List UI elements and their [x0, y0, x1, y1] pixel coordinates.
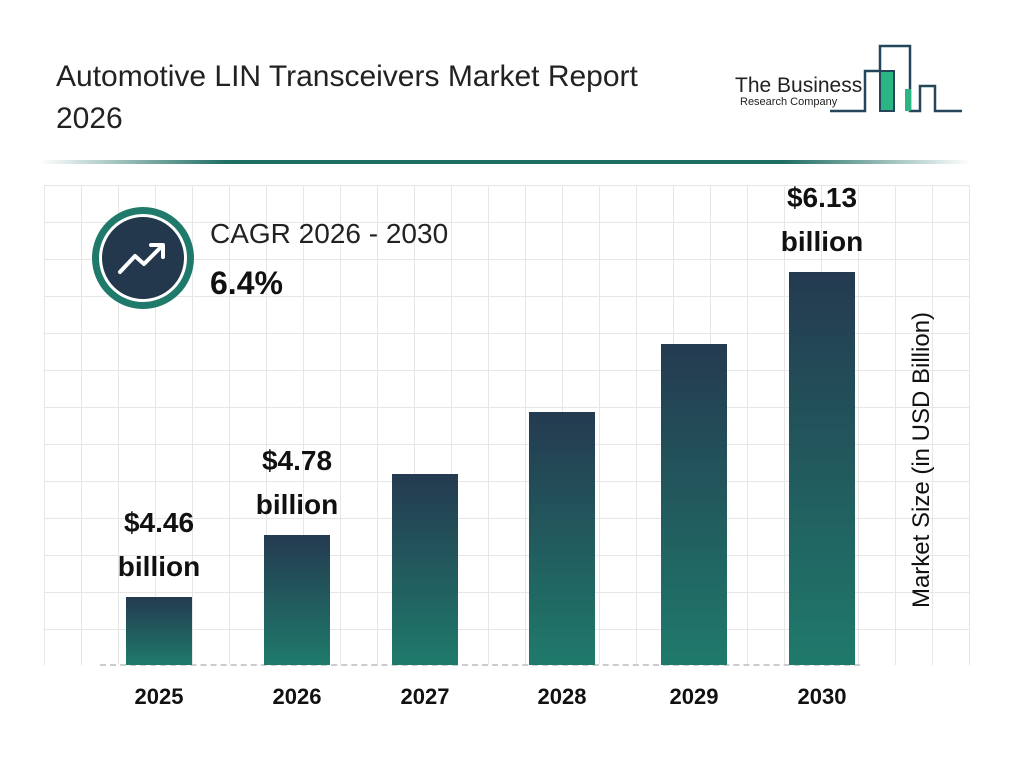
data-label-unit: billion [117, 550, 201, 582]
x-tick-label: 2027 [400, 684, 450, 709]
x-tick-label: 2029 [669, 684, 719, 709]
data-label-2030: $6.13 billion [752, 176, 892, 264]
company-logo: The Business Research Company [730, 44, 965, 116]
data-label-unit: billion [255, 488, 339, 520]
data-label-2026: $4.78 billion [227, 439, 367, 527]
data-label-value: $4.46 [123, 506, 195, 538]
bar-2029 [661, 343, 727, 665]
bar-2028 [529, 412, 595, 665]
cagr-badge [92, 207, 194, 309]
bar-2027 [392, 474, 458, 665]
cagr-value: 6.4% [210, 265, 283, 301]
title-divider [40, 160, 970, 164]
cagr-label: CAGR 2026 - 2030 [210, 218, 449, 249]
logo-text-line1: The Business [735, 74, 863, 97]
bar-2026 [264, 534, 330, 665]
logo-buildings-icon [830, 44, 962, 113]
chart-title: Automotive LIN Transceivers Market Repor… [56, 60, 638, 135]
data-label-2025: $4.46 billion [89, 501, 229, 589]
x-tick-label: 2026 [272, 684, 322, 709]
y-axis-label: Market Size (in USD Billion) [908, 311, 935, 609]
bar-2025 [126, 596, 192, 665]
x-tick-label: 2030 [797, 684, 847, 709]
logo-text-line2: Research Company [740, 96, 838, 108]
bar-2030 [789, 271, 855, 665]
trending-up-icon [118, 243, 165, 274]
data-label-value: $6.13 [786, 181, 858, 213]
x-tick-label: 2028 [537, 684, 587, 709]
x-tick-label: 2025 [134, 684, 184, 709]
data-label-unit: billion [780, 225, 864, 257]
chart-baseline [100, 664, 860, 666]
data-label-value: $4.78 [261, 444, 333, 476]
